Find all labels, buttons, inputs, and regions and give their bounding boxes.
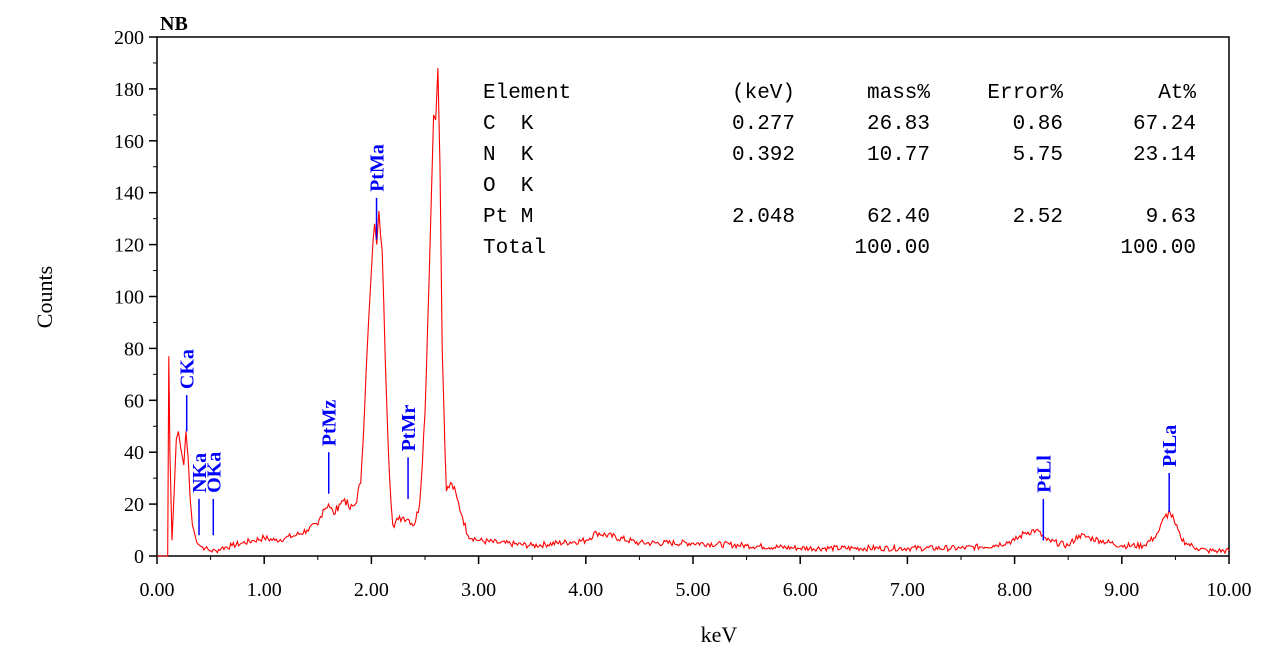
table-cell-at: 100.00 bbox=[1120, 237, 1196, 260]
table-cell-kev: 0.392 bbox=[732, 144, 795, 167]
table-header-cell: Error% bbox=[987, 82, 1063, 105]
peak-label: PtMz bbox=[319, 399, 341, 446]
y-axis-label: Counts bbox=[32, 266, 57, 328]
x-axis-label: keV bbox=[701, 622, 738, 647]
peak-marker: OKa bbox=[203, 452, 225, 536]
table-cell-error: 2.52 bbox=[1013, 206, 1063, 229]
quantification-table: Element (keV) mass% Error% At% C K 0.277 26.83 0… bbox=[483, 82, 1196, 260]
y-tick-label: 180 bbox=[114, 79, 144, 101]
table-cell-at: 9.63 bbox=[1146, 206, 1196, 229]
peak-label: PtMr bbox=[398, 405, 420, 452]
x-tick-label: 8.00 bbox=[997, 579, 1032, 601]
table-cell-element: C K bbox=[483, 113, 534, 136]
table-cell-element: Pt M bbox=[483, 206, 533, 229]
peak-label: CKa bbox=[177, 349, 199, 389]
x-tick-label: 10.00 bbox=[1207, 579, 1252, 601]
y-tick-label: 100 bbox=[114, 287, 144, 309]
table-header-cell: mass% bbox=[867, 82, 930, 105]
table-cell-mass: 26.83 bbox=[867, 113, 930, 136]
table-row: O K bbox=[483, 175, 534, 198]
y-tick-label: 160 bbox=[114, 131, 144, 153]
y-tick-label: 0 bbox=[134, 546, 144, 568]
x-tick-label: 4.00 bbox=[568, 579, 603, 601]
chart-title: NB bbox=[160, 13, 188, 35]
x-tick-label: 5.00 bbox=[676, 579, 711, 601]
table-row: C K 0.277 26.83 0.86 67.24 bbox=[483, 113, 1196, 136]
peak-label: PtLl bbox=[1033, 455, 1055, 493]
table-cell-at: 67.24 bbox=[1133, 113, 1196, 136]
y-axis-ticks: 0 20 40 60 80 100 120 140 160 180 200 bbox=[114, 27, 157, 568]
y-tick-label: 140 bbox=[114, 183, 144, 205]
x-tick-label: 1.00 bbox=[247, 579, 282, 601]
y-tick-label: 60 bbox=[124, 390, 144, 412]
y-tick-label: 80 bbox=[124, 338, 144, 360]
table-header-cell: At% bbox=[1158, 82, 1196, 105]
spectrum-line bbox=[157, 68, 1230, 557]
table-row: Pt M 2.048 62.40 2.52 9.63 bbox=[483, 206, 1196, 229]
peak-marker: PtLa bbox=[1159, 425, 1181, 512]
table-cell-mass: 62.40 bbox=[867, 206, 930, 229]
peak-label: OKa bbox=[203, 452, 225, 493]
spectrum-series bbox=[157, 68, 1230, 557]
table-cell-element: O K bbox=[483, 175, 534, 198]
table-cell-kev: 2.048 bbox=[732, 206, 795, 229]
table-cell-kev: 0.277 bbox=[732, 113, 795, 136]
peak-label: PtMa bbox=[367, 144, 389, 192]
table-row: N K 0.392 10.77 5.75 23.14 bbox=[483, 144, 1196, 167]
peak-marker: PtMr bbox=[398, 405, 420, 499]
x-tick-label: 0.00 bbox=[140, 579, 175, 601]
peak-marker: CKa bbox=[177, 349, 199, 432]
table-cell-element: N K bbox=[483, 144, 534, 167]
table-header-cell: (keV) bbox=[732, 82, 795, 105]
x-tick-label: 3.00 bbox=[461, 579, 496, 601]
peak-marker: PtMa bbox=[367, 144, 389, 240]
table-cell-mass: 100.00 bbox=[854, 237, 930, 260]
table-cell-at: 23.14 bbox=[1133, 144, 1196, 167]
x-tick-label: 2.00 bbox=[354, 579, 389, 601]
plot-border bbox=[156, 36, 1230, 557]
table-cell-mass: 10.77 bbox=[867, 144, 930, 167]
peak-marker: NKa bbox=[189, 453, 211, 536]
peak-marker: PtMz bbox=[319, 399, 341, 494]
table-cell-element: Total bbox=[483, 237, 546, 260]
y-tick-label: 200 bbox=[114, 27, 144, 49]
table-header-cell: Element bbox=[483, 82, 571, 105]
y-tick-label: 20 bbox=[124, 494, 144, 516]
x-tick-label: 9.00 bbox=[1104, 579, 1139, 601]
peak-label: PtLa bbox=[1159, 425, 1181, 467]
x-tick-label: 6.00 bbox=[783, 579, 818, 601]
table-row: Total 100.00 100.00 bbox=[483, 237, 1196, 260]
peak-marker: PtLl bbox=[1033, 455, 1055, 541]
x-tick-label: 7.00 bbox=[890, 579, 925, 601]
y-tick-label: 120 bbox=[114, 235, 144, 257]
table-cell-error: 5.75 bbox=[1013, 144, 1063, 167]
peak-label: NKa bbox=[189, 453, 211, 493]
y-tick-label: 40 bbox=[124, 442, 144, 464]
x-axis-ticks: 0.00 1.00 2.00 3.00 4.00 5.00 6.00 7.00 8.00 9.00… bbox=[140, 556, 1252, 601]
plot-frame bbox=[156, 36, 1230, 557]
table-cell-error: 0.86 bbox=[1013, 113, 1063, 136]
